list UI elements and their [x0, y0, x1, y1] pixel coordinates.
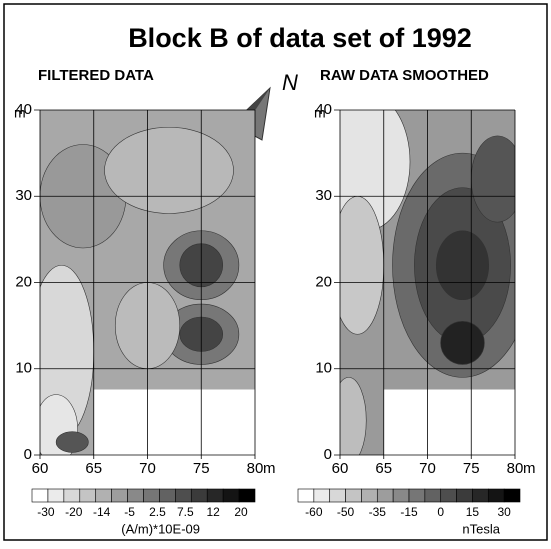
y-tick-label: 0 — [24, 446, 32, 463]
colorbar-cell — [31, 488, 49, 503]
colorbar-cell — [472, 488, 489, 503]
colorbar-cell — [392, 488, 410, 503]
colorbar-cell — [424, 488, 442, 503]
contour-shade — [340, 377, 367, 455]
colorbar-cell — [127, 488, 144, 503]
colorbar-cell — [297, 488, 315, 503]
contour-shade — [440, 321, 485, 365]
colorbar-cell — [63, 488, 81, 503]
x-tick-label: 75 — [193, 460, 210, 477]
colorbar-tick-label: -15 — [400, 505, 418, 519]
y-tick-label: 20 — [315, 273, 332, 290]
colorbar-cell — [238, 488, 256, 503]
colorbar-tick-label: -20 — [65, 505, 83, 519]
colorbar-cell — [503, 488, 521, 503]
x-tick-label: 65 — [375, 460, 392, 477]
x-tick-label: 60 — [32, 460, 49, 477]
x-tick-label: 70 — [139, 460, 156, 477]
contour-shade — [55, 431, 89, 453]
x-tick-label: 80 — [247, 460, 264, 477]
x-tick-label: 80 — [507, 460, 524, 477]
contour-shade — [104, 126, 234, 214]
colorbar-tick-label: 30 — [497, 505, 511, 519]
colorbar-tick-label: 20 — [234, 505, 248, 519]
panel-title: RAW DATA SMOOTHED — [320, 67, 489, 84]
colorbar-cell — [111, 488, 128, 503]
colorbar-cell — [487, 488, 505, 503]
y-tick-label: 10 — [15, 360, 32, 377]
contour-shade — [435, 230, 490, 301]
colorbar-cell — [313, 488, 331, 503]
x-tick-label: 75 — [463, 460, 480, 477]
y-tick-label: 40 — [15, 101, 32, 118]
y-tick-label: 0 — [324, 446, 332, 463]
y-unit: m — [314, 105, 326, 121]
colorbar-cell — [143, 488, 160, 503]
colorbar-cell — [175, 488, 192, 503]
colorbar-tick-label: -60 — [305, 505, 323, 519]
y-tick-label: 20 — [15, 273, 32, 290]
colorbar-cell — [47, 488, 65, 503]
north-label: N — [282, 70, 298, 95]
x-tick-label: 65 — [85, 460, 102, 477]
colorbar-cell — [440, 488, 457, 503]
colorbar-label: nTesla — [462, 521, 500, 536]
colorbar-tick-label: 0 — [437, 505, 444, 519]
colorbar-cell — [159, 488, 176, 503]
colorbar-cell — [79, 488, 97, 503]
y-tick-label: 30 — [315, 187, 332, 204]
colorbar-cell — [408, 488, 426, 503]
colorbar-cell — [361, 488, 378, 503]
colorbar-tick-label: 15 — [466, 505, 480, 519]
y-tick-label: 30 — [15, 187, 32, 204]
colorbar-cell — [190, 488, 208, 503]
colorbar-cell — [222, 488, 240, 503]
colorbar-tick-label: 7.5 — [177, 505, 194, 519]
colorbar-tick-label: 12 — [207, 505, 221, 519]
colorbar-cell — [206, 488, 224, 503]
colorbar-label: (A/m)*10E-09 — [121, 521, 200, 536]
colorbar-tick-label: -35 — [369, 505, 387, 519]
y-unit: m — [14, 105, 26, 121]
colorbar-cell — [329, 488, 346, 503]
contour-shade — [40, 394, 78, 455]
x-tick-label: 70 — [419, 460, 436, 477]
y-tick-label: 40 — [315, 101, 332, 118]
x-tick-label: 60 — [332, 460, 349, 477]
x-unit: m — [523, 460, 536, 477]
colorbar-tick-label: -50 — [337, 505, 355, 519]
panel-title: FILTERED DATA — [38, 67, 154, 84]
colorbar-tick-label: -30 — [37, 505, 55, 519]
colorbar-cell — [376, 488, 394, 503]
colorbar-tick-label: 2.5 — [149, 505, 166, 519]
colorbar-tick-label: -5 — [124, 505, 135, 519]
y-tick-label: 10 — [315, 360, 332, 377]
colorbar-cell — [345, 488, 362, 503]
colorbar-cell — [456, 488, 473, 503]
figure-title: Block B of data set of 1992 — [128, 23, 472, 53]
x-unit: m — [263, 460, 276, 477]
colorbar-cell — [95, 488, 112, 503]
colorbar-tick-label: -14 — [93, 505, 111, 519]
